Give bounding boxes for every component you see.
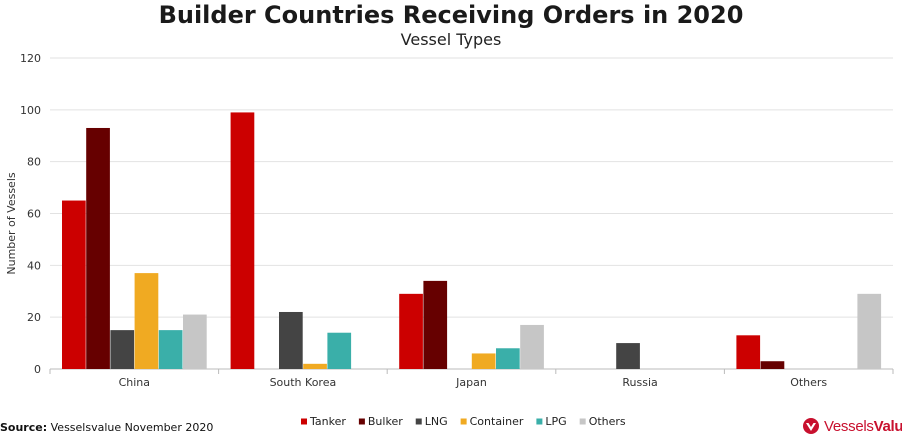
bar-tanker bbox=[230, 112, 255, 370]
legend-label-tanker: Tanker bbox=[309, 415, 346, 428]
source-label: Source: bbox=[0, 421, 48, 434]
y-tick-label: 60 bbox=[27, 208, 41, 221]
legend-swatch-others bbox=[579, 418, 586, 425]
legend-swatch-lpg bbox=[536, 418, 543, 425]
source-note: Source: Vesselsvalue November 2020 bbox=[0, 421, 213, 434]
y-tick-label: 0 bbox=[34, 363, 41, 376]
source-text: Vesselsvalue November 2020 bbox=[50, 421, 214, 434]
legend-label-container: Container bbox=[470, 415, 524, 428]
y-tick-label: 80 bbox=[27, 156, 41, 169]
legend-label-others: Others bbox=[589, 415, 626, 428]
bar-others bbox=[183, 314, 207, 369]
legend-label-bulker: Bulker bbox=[368, 415, 403, 428]
chart-subtitle: Vessel Types bbox=[400, 30, 502, 49]
vesselsvalue-logo: VesselsValue bbox=[802, 417, 902, 435]
y-tick-label: 40 bbox=[27, 259, 41, 272]
y-tick-label: 20 bbox=[27, 311, 41, 324]
bar-tanker bbox=[62, 200, 86, 369]
bar-lng bbox=[110, 330, 135, 369]
logo-text-part2: Value bbox=[873, 417, 902, 435]
y-axis-title: Number of Vessels bbox=[5, 172, 18, 275]
bar-lng bbox=[279, 311, 303, 369]
y-tick-label: 100 bbox=[20, 104, 41, 117]
bar-container bbox=[303, 363, 327, 369]
bar-others bbox=[520, 324, 544, 369]
x-tick-label: South Korea bbox=[270, 376, 337, 389]
bar-lng bbox=[616, 343, 640, 369]
chart-title: Builder Countries Receiving Orders in 20… bbox=[158, 1, 744, 29]
bar-tanker bbox=[736, 335, 761, 369]
bar-lpg bbox=[496, 348, 520, 369]
bar-container bbox=[134, 273, 159, 369]
bar-others bbox=[857, 293, 882, 369]
bar-bulker bbox=[423, 280, 448, 369]
legend-label-lng: LNG bbox=[425, 415, 448, 428]
x-tick-label: Russia bbox=[622, 376, 657, 389]
legend-swatch-bulker bbox=[358, 418, 365, 425]
legend-swatch-tanker bbox=[301, 418, 307, 425]
bar-tanker bbox=[399, 293, 423, 369]
bar-lpg bbox=[327, 332, 352, 369]
legend-label-lpg: LPG bbox=[545, 415, 566, 428]
bar-bulker bbox=[86, 127, 110, 369]
bar-bulker bbox=[760, 361, 785, 369]
bar-lpg bbox=[158, 330, 183, 369]
x-tick-label: Others bbox=[790, 376, 827, 389]
logo-text-part1: Vessels bbox=[824, 417, 874, 435]
x-tick-label: China bbox=[119, 376, 150, 389]
y-tick-label: 120 bbox=[20, 52, 41, 65]
x-tick-label: Japan bbox=[455, 376, 487, 389]
vesselsvalue-logo-icon bbox=[803, 418, 819, 434]
legend-swatch-lng bbox=[415, 418, 422, 425]
legend-swatch-container bbox=[460, 418, 467, 425]
bar-container bbox=[471, 353, 496, 369]
